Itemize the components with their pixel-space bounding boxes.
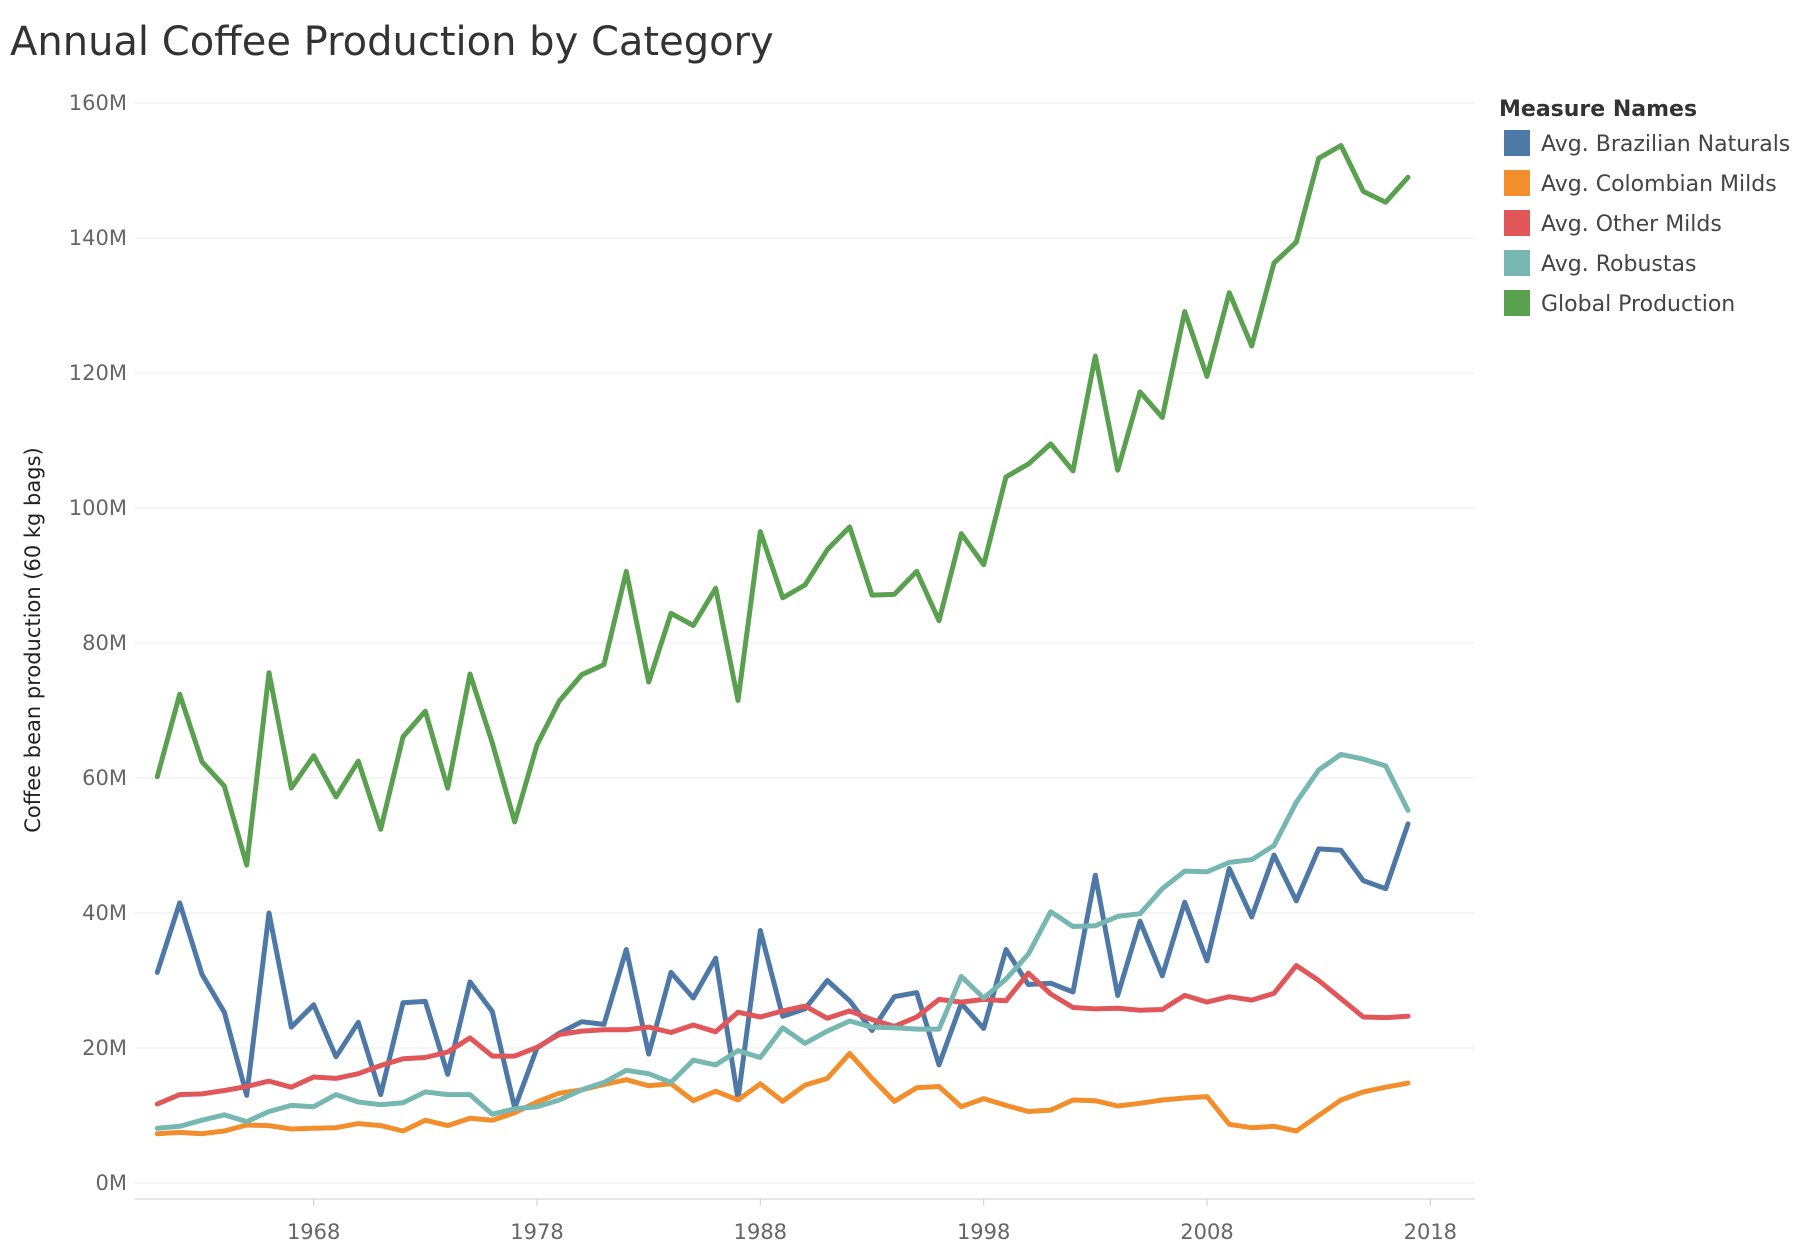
series-lines (154, 143, 1411, 1137)
series-line-avg-robustas (154, 751, 1411, 1131)
x-axis: 1968 1978 1988 1998 2008 2018 (135, 1198, 1475, 1244)
series-line-global-production (154, 143, 1411, 868)
x-tick-label: 2018 (1404, 1220, 1457, 1244)
legend-label-avg-colombian-milds: Avg. Colombian Milds (1541, 172, 1777, 197)
y-tick-label: 60M (82, 766, 127, 790)
legend-swatch-avg-other-milds (1504, 210, 1530, 236)
y-tick-label: 0M (96, 1171, 127, 1195)
y-tick-label: 100M (69, 496, 127, 520)
y-axis-label: Coffee bean production (60 kg bags) (21, 447, 45, 832)
x-tick-label: 2008 (1180, 1220, 1233, 1244)
series-line-avg-other-milds (154, 963, 1411, 1107)
y-tick-label: 20M (82, 1036, 127, 1060)
legend-title: Measure Names (1499, 97, 1697, 122)
legend-label-avg-other-milds: Avg. Other Milds (1541, 212, 1722, 237)
gridlines (135, 102, 1475, 1184)
chart-title: Annual Coffee Production by Category (10, 19, 774, 65)
series-line-avg-colombian-milds (154, 1050, 1411, 1137)
y-tick-label: 140M (69, 226, 127, 250)
y-axis-ticks: 0M 20M 40M 60M 80M 100M 120M 140M 160M (69, 91, 127, 1195)
legend-label-global-production: Global Production (1541, 292, 1735, 317)
legend-label-avg-robustas: Avg. Robustas (1541, 252, 1696, 277)
x-tick-label: 1968 (287, 1220, 340, 1244)
x-tick-label: 1988 (734, 1220, 787, 1244)
legend-swatch-global-production (1504, 290, 1530, 316)
legend-swatch-avg-robustas (1504, 250, 1530, 276)
legend-label-avg-brazilian-naturals: Avg. Brazilian Naturals (1541, 132, 1790, 157)
x-tick-label: 1998 (957, 1220, 1010, 1244)
legend-swatch-avg-brazilian-naturals (1504, 130, 1530, 156)
y-tick-label: 40M (82, 901, 127, 925)
y-tick-label: 120M (69, 361, 127, 385)
series-line-avg-brazilian-naturals (154, 821, 1411, 1111)
legend-swatch-avg-colombian-milds (1504, 170, 1530, 196)
legend: Measure Names Avg. Brazilian Naturals Avg… (1499, 97, 1790, 317)
y-tick-label: 160M (69, 91, 127, 115)
x-tick-label: 1978 (510, 1220, 563, 1244)
y-tick-label: 80M (82, 631, 127, 655)
